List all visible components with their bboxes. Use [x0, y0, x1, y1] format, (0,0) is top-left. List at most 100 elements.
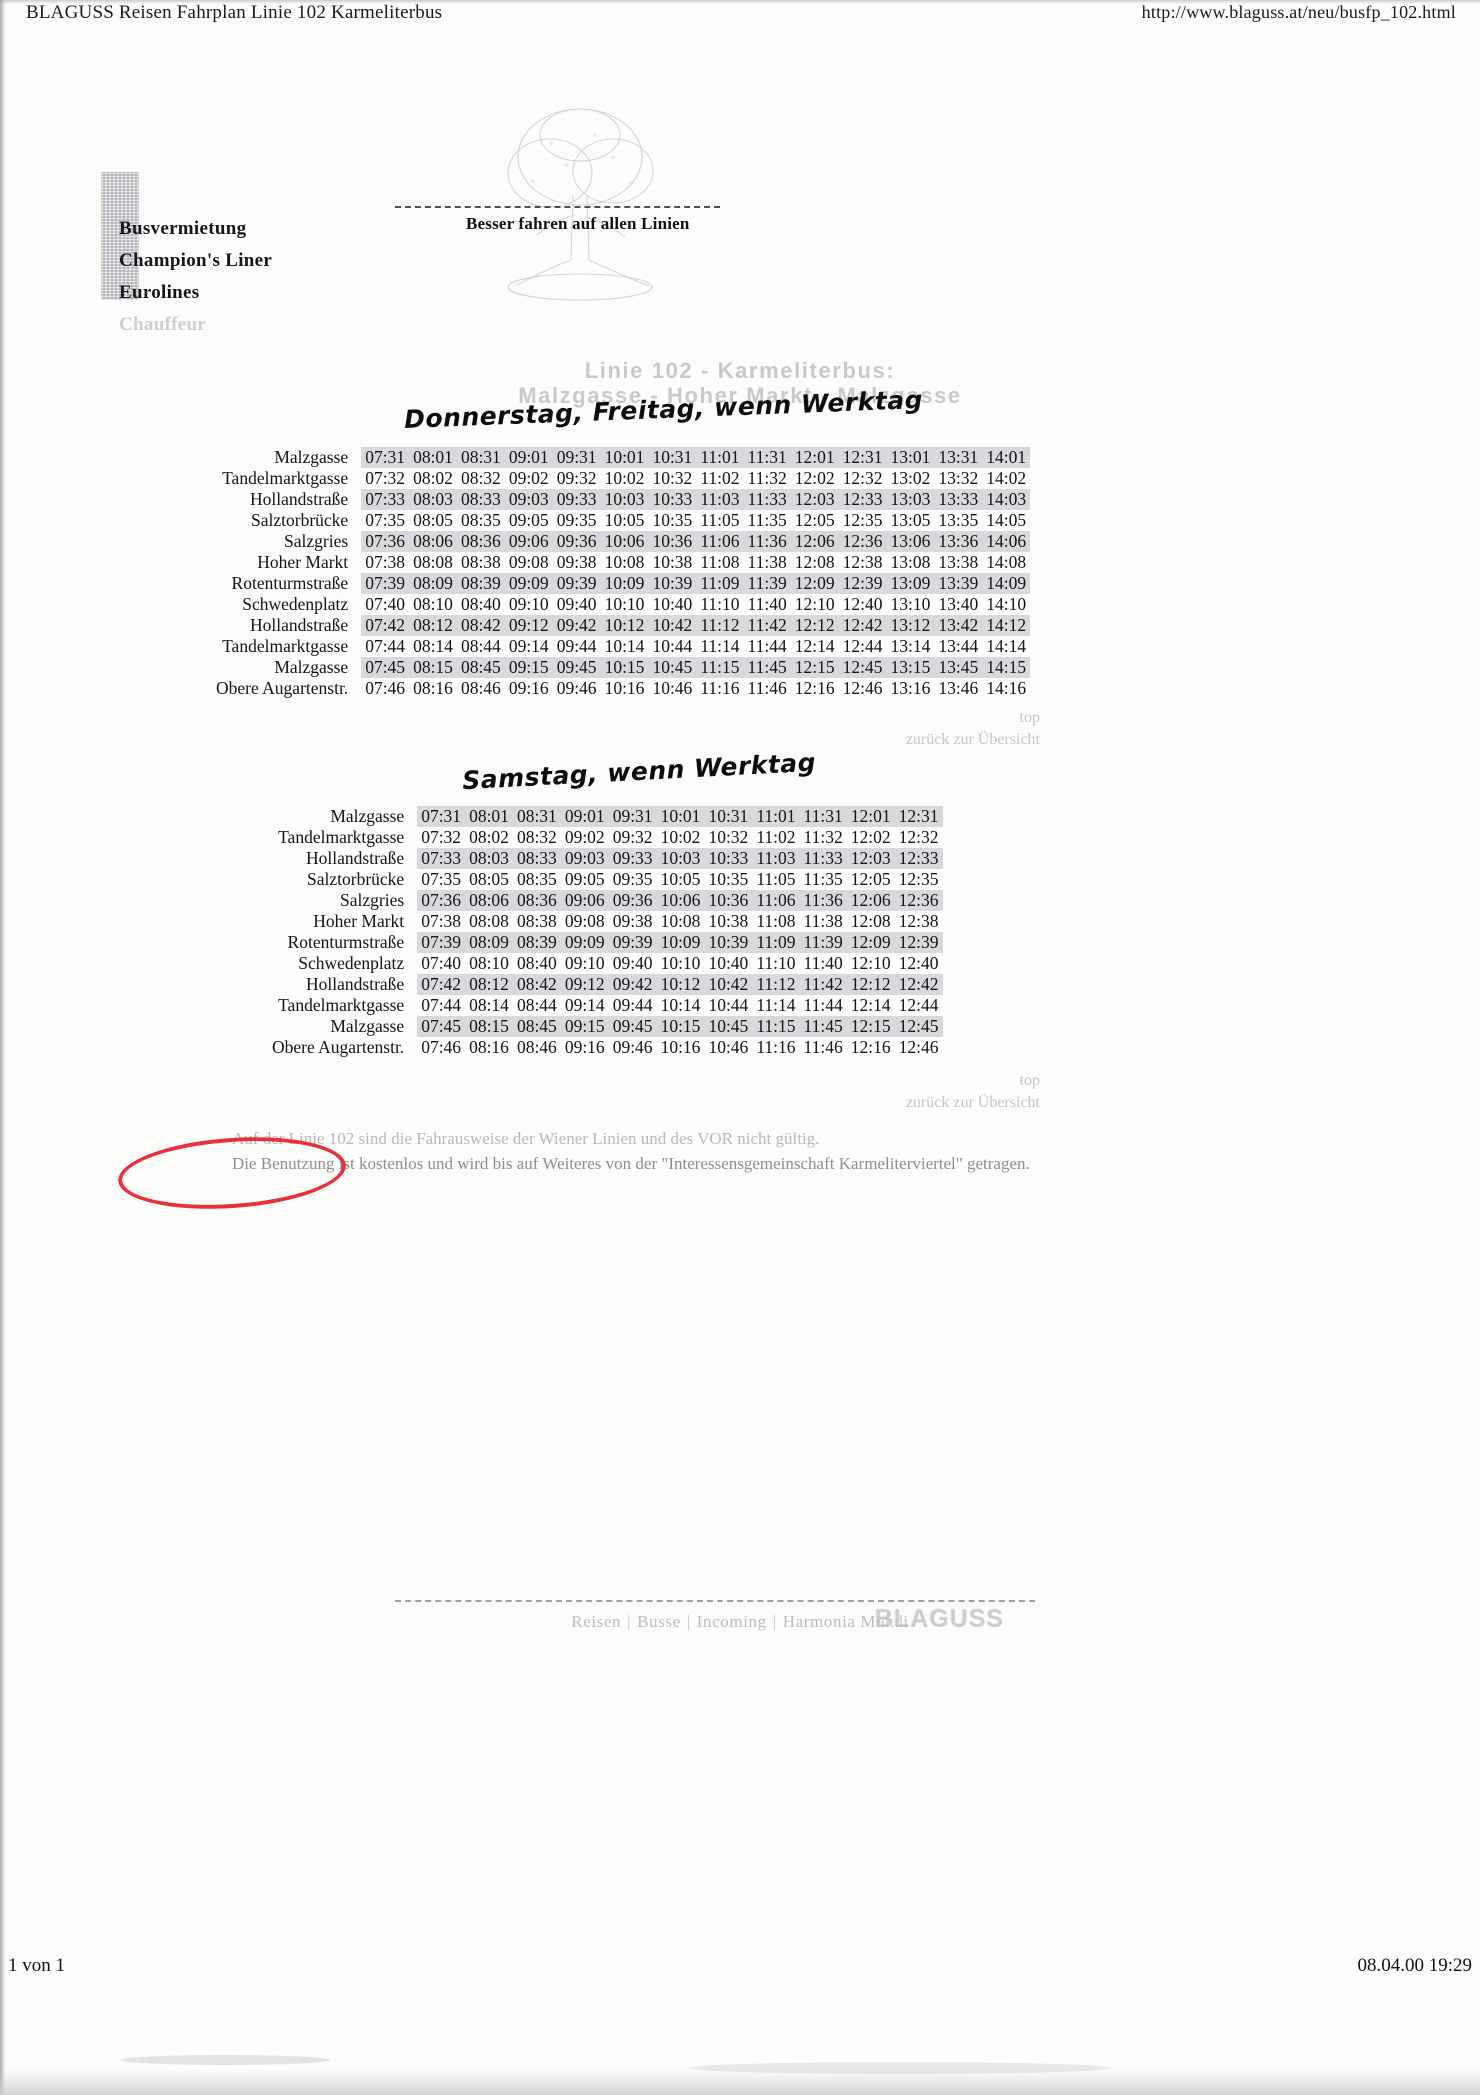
tagline-divider — [395, 206, 720, 208]
brand-nav-item-0[interactable]: Busvermietung — [119, 218, 247, 239]
departure-time: 11:35 — [803, 869, 843, 889]
departure-time: 14:16 — [986, 678, 1027, 698]
departure-time: 08:46 — [460, 678, 501, 698]
departure-time: 13:45 — [934, 657, 983, 678]
timetable-row: Salztorbrücke 07:35 08:05 08:35 09:05 09:35 10… — [272, 869, 943, 890]
departure-time: 08:06 — [465, 890, 513, 911]
scan-edge-top — [0, 0, 1480, 4]
departure-time: 08:10 — [469, 953, 509, 973]
back-to-overview-link[interactable]: zurück zur Übersicht — [905, 730, 1040, 748]
departure-time: 07:39 — [361, 573, 410, 594]
departure-time: 13:01 — [886, 447, 935, 468]
timetable-row: Hollandstraße 07:42 08:12 08:42 09:12 09:42 10… — [216, 615, 1031, 636]
top-link-group-2[interactable]: top zurück zur Übersicht — [820, 1070, 1040, 1113]
departure-time: 09:02 — [564, 827, 605, 847]
departure-time: 11:42 — [799, 974, 847, 995]
departure-time: 10:03 — [600, 489, 649, 510]
timetable-row: Tandelmarktgasse 07:44 08:14 08:44 09:14 09:4… — [272, 995, 943, 1016]
departure-time: 09:33 — [608, 848, 657, 869]
brand-nav-item-3[interactable]: Chauffeur — [119, 314, 207, 335]
departure-time: 10:14 — [604, 636, 645, 656]
departure-time: 11:45 — [743, 657, 791, 678]
departure-time: 14:03 — [982, 489, 1031, 510]
stop-name: Hoher Markt — [313, 911, 405, 931]
departure-time: 10:10 — [660, 953, 701, 973]
brand-nav-item-1[interactable]: Champion's Liner — [119, 250, 273, 271]
brand-nav-item-2[interactable]: Eurolines — [119, 282, 200, 303]
departure-time: 13:05 — [890, 510, 931, 530]
departure-time: 11:36 — [799, 890, 847, 911]
departure-time: 08:14 — [469, 995, 509, 1015]
brand-nav-list[interactable]: Busvermietung Champion's Liner Eurolines Ch… — [119, 218, 272, 346]
footer-nav-item-0[interactable]: Reisen — [571, 1612, 622, 1631]
departure-time: 12:09 — [790, 573, 839, 594]
departure-time: 13:06 — [886, 531, 935, 552]
timetable-row: Tandelmarktgasse 07:44 08:14 08:44 09:14 09:4… — [216, 636, 1030, 657]
footer-nav-separator: | — [686, 1612, 691, 1631]
top-link[interactable]: top — [1019, 1072, 1040, 1089]
departure-time: 14:01 — [982, 447, 1031, 468]
stop-name: Hollandstraße — [306, 848, 405, 868]
footer-nav-item-3[interactable]: Harmonia Mundi — [782, 1612, 909, 1631]
departure-time: 10:38 — [708, 911, 749, 931]
departure-time: 09:31 — [552, 447, 601, 468]
departure-time: 09:10 — [508, 594, 549, 614]
departure-time: 09:31 — [608, 806, 657, 827]
departure-time: 09:09 — [560, 932, 609, 953]
departure-time: 08:08 — [469, 911, 509, 931]
departure-time: 12:33 — [838, 489, 887, 510]
top-link-group-1[interactable]: top zurück zur Übersicht — [820, 707, 1040, 750]
departure-time: 09:06 — [504, 531, 553, 552]
departure-time: 13:38 — [938, 552, 979, 572]
departure-time: 08:42 — [512, 974, 561, 995]
departure-time: 09:08 — [508, 552, 549, 572]
departure-time: 08:38 — [516, 911, 557, 931]
departure-time: 11:01 — [696, 447, 744, 468]
departure-time: 14:15 — [982, 657, 1031, 678]
footer-nav-item-2[interactable]: Incoming — [696, 1612, 767, 1631]
departure-time: 11:05 — [700, 510, 740, 530]
stop-name: Salzgries — [340, 890, 405, 910]
departure-time: 08:40 — [460, 594, 501, 614]
departure-time: 10:08 — [604, 552, 645, 572]
timetable-row: Salzgries 07:36 08:06 08:36 09:06 09:36 10:06 1… — [216, 531, 1031, 552]
departure-time: 12:01 — [790, 447, 839, 468]
departure-time: 09:02 — [508, 468, 549, 488]
footer-nav[interactable]: Reisen | Busse | Incoming | Harmonia Mundi — [0, 1612, 1480, 1632]
departure-time: 08:05 — [413, 510, 453, 530]
stop-name: Obere Augartenstr. — [272, 1037, 405, 1057]
departure-time: 09:03 — [560, 848, 609, 869]
departure-time: 07:36 — [361, 531, 410, 552]
departure-time: 13:33 — [934, 489, 983, 510]
footer-nav-item-1[interactable]: Busse — [637, 1612, 681, 1631]
departure-time: 11:44 — [803, 995, 843, 1015]
departure-time: 11:40 — [803, 953, 843, 973]
stop-name: Malzgasse — [330, 1016, 405, 1036]
departure-time: 10:09 — [600, 573, 649, 594]
departure-time: 08:03 — [465, 848, 513, 869]
departure-time: 12:14 — [794, 636, 835, 656]
departure-time: 09:38 — [556, 552, 597, 572]
departure-time: 11:03 — [696, 489, 744, 510]
departure-time: 12:40 — [842, 594, 883, 614]
departure-time: 09:42 — [608, 974, 657, 995]
back-to-overview-link[interactable]: zurück zur Übersicht — [905, 1093, 1040, 1111]
departure-time: 09:15 — [560, 1016, 609, 1037]
stop-name: Malzgasse — [274, 657, 349, 677]
departure-time: 12:39 — [894, 932, 943, 953]
departure-time: 10:33 — [704, 848, 753, 869]
departure-time: 09:05 — [508, 510, 549, 530]
page-number: 1 von 1 — [8, 1955, 65, 1976]
top-link[interactable]: top — [1019, 709, 1040, 726]
departure-time: 08:32 — [460, 468, 501, 488]
departure-time: 08:44 — [516, 995, 557, 1015]
departure-time: 10:06 — [656, 890, 705, 911]
departure-time: 08:01 — [409, 447, 457, 468]
departure-time: 11:39 — [743, 573, 791, 594]
departure-time: 07:32 — [421, 827, 462, 847]
departure-time: 11:33 — [743, 489, 791, 510]
stop-name: Salztorbrücke — [307, 869, 405, 889]
timetable-row: Obere Augartenstr. 07:46 08:16 08:46 09:16 09… — [216, 678, 1030, 699]
departure-time: 11:36 — [743, 531, 791, 552]
departure-time: 08:35 — [516, 869, 557, 889]
